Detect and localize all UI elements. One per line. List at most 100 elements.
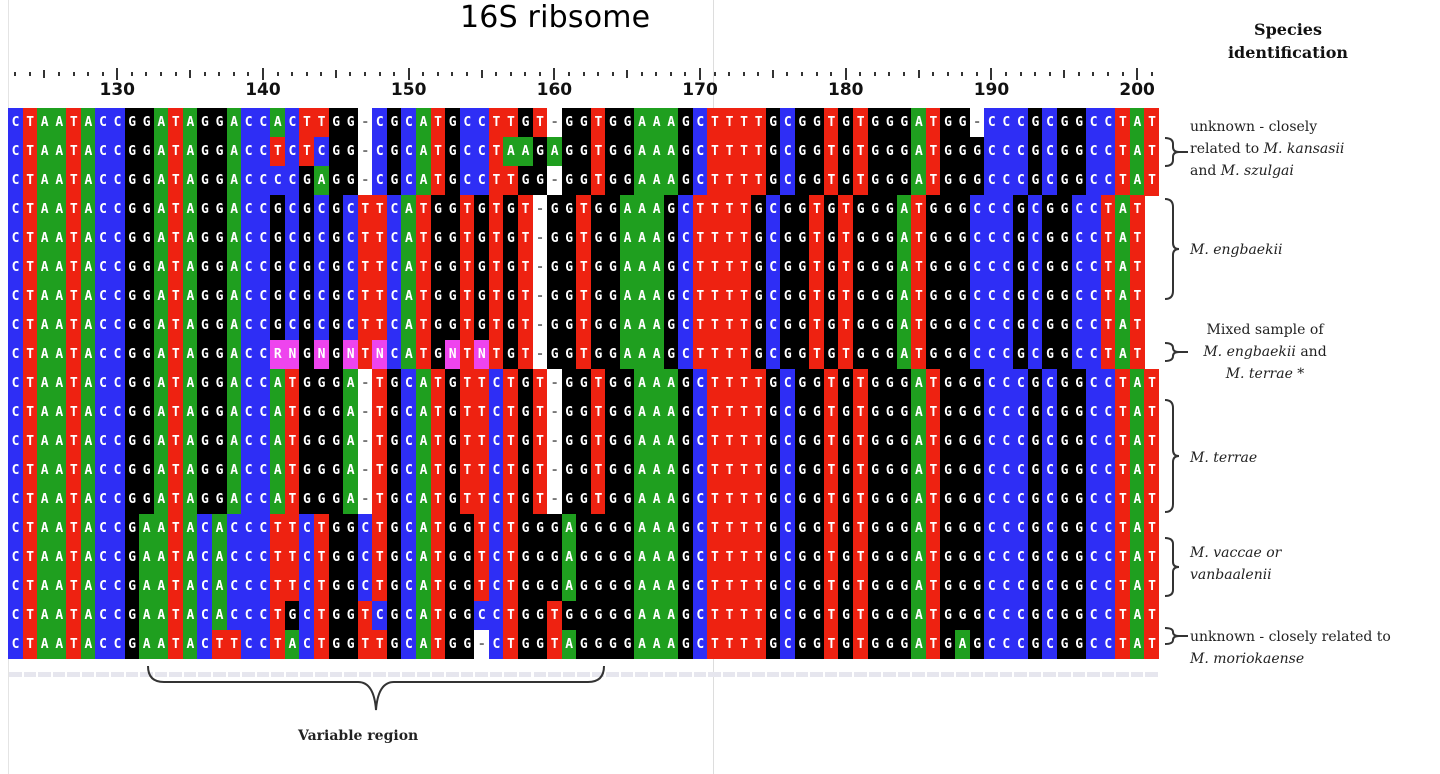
nucleotide-cell: G [299,369,315,399]
nucleotide-cell: G [197,398,213,428]
annotation-line: M. engbaekii and [1190,341,1340,363]
nucleotide-cell: T [372,311,388,341]
nucleotide-cell: C [459,108,475,138]
nucleotide-cell: G [211,427,228,457]
nucleotide-cell: T [707,485,723,515]
nucleotide-cell: C [8,398,24,428]
nucleotide-cell: A [80,195,96,225]
nucleotide-cell: T [474,572,490,602]
nucleotide-cell: G [969,137,985,167]
nucleotide-cell: C [95,630,111,659]
nucleotide-cell: A [80,427,96,457]
nucleotide-cell: G [547,253,563,283]
axis-tick [1150,72,1153,76]
nucleotide-cell: G [794,630,810,659]
nucleotide-cell: G [197,282,213,312]
nucleotide-cell: A [80,282,96,312]
nucleotide-cell: C [95,311,111,341]
nucleotide-cell: G [1027,137,1044,167]
nucleotide-cell: A [649,224,665,254]
nucleotide-cell: T [22,224,38,254]
nucleotide-cell: C [1086,427,1102,457]
nucleotide-cell: G [619,514,636,544]
nucleotide-cell: C [1100,398,1116,428]
nucleotide-cell: G [590,630,606,659]
axis-tick [189,70,192,78]
nucleotide-cell: C [984,398,1000,428]
nucleotide-cell: G [1071,398,1087,428]
nucleotide-cell: T [372,485,388,515]
alignment-gap: - [547,108,563,138]
nucleotide-cell: C [1100,456,1116,486]
nucleotide-cell: C [1042,485,1058,515]
nucleotide-cell: G [765,514,781,544]
nucleotide-cell: T [590,108,606,138]
nucleotide-cell: C [1100,514,1116,544]
nucleotide-cell: T [430,514,446,544]
nucleotide-cell: A [51,572,67,602]
nucleotide-cell: T [736,630,752,659]
alignment-gap: - [532,311,548,341]
nucleotide-cell: C [255,630,271,659]
nucleotide-cell: C [109,485,126,515]
nucleotide-cell: C [1027,253,1044,283]
nucleotide-cell: T [721,108,738,138]
nucleotide-cell: G [896,427,912,457]
nucleotide-cell: G [867,369,883,399]
nucleotide-cell: T [459,253,475,283]
nucleotide-cell: G [605,427,621,457]
nucleotide-cell: G [517,166,534,196]
nucleotide-cell: C [678,311,694,341]
nucleotide-cell: G [794,369,810,399]
nucleotide-cell: G [794,311,810,341]
nucleotide-cell: T [284,456,300,486]
nucleotide-cell: A [153,485,169,515]
nucleotide-cell: G [197,166,213,196]
nucleotide-cell: C [678,224,694,254]
nucleotide-cell: T [925,630,942,659]
nucleotide-cell: G [896,166,912,196]
axis-tick-label: 200 [1119,80,1155,100]
nucleotide-cell: C [241,224,257,254]
nucleotide-cell: G [547,514,563,544]
nucleotide-cell: C [765,282,781,312]
nucleotide-cell: G [211,311,228,341]
nucleotide-cell: T [853,572,869,602]
nucleotide-cell: A [343,369,359,399]
nucleotide-cell: T [721,601,738,631]
nucleotide-cell: T [809,340,825,370]
nucleotide-cell: C [8,427,24,457]
nucleotide-cell: A [1129,572,1146,602]
nucleotide-cell: G [343,108,359,138]
nucleotide-cell: G [590,311,606,341]
nucleotide-cell: A [634,137,650,167]
nucleotide-cell: G [299,166,315,196]
nucleotide-cell: T [22,137,38,167]
nucleotide-cell: C [1013,601,1029,631]
nucleotide-cell: T [284,514,300,544]
nucleotide-cell: G [124,282,140,312]
nucleotide-cell: T [168,108,184,138]
nucleotide-cell: G [882,137,898,167]
nucleotide-cell: T [168,514,184,544]
nucleotide-cell: G [576,427,592,457]
nucleotide-cell: C [984,108,1000,138]
consensus-mark [1130,672,1144,677]
nucleotide-cell: C [255,253,271,283]
nucleotide-cell: T [357,282,373,312]
nucleotide-cell: G [547,282,563,312]
consensus-mark [96,672,109,677]
nucleotide-cell: A [153,543,169,573]
axis-tick-label: 160 [536,80,573,100]
axis-tick [509,72,512,76]
nucleotide-cell: G [1013,253,1029,283]
nucleotide-cell: A [153,456,169,486]
nucleotide-cell: A [1129,166,1146,196]
nucleotide-cell: G [576,369,592,399]
nucleotide-cell: G [867,282,883,312]
nucleotide-cell: T [503,427,519,457]
nucleotide-cell: T [925,485,942,515]
nucleotide-cell: A [634,456,650,486]
nucleotide-cell: T [226,630,242,659]
axis-tick [436,72,439,76]
